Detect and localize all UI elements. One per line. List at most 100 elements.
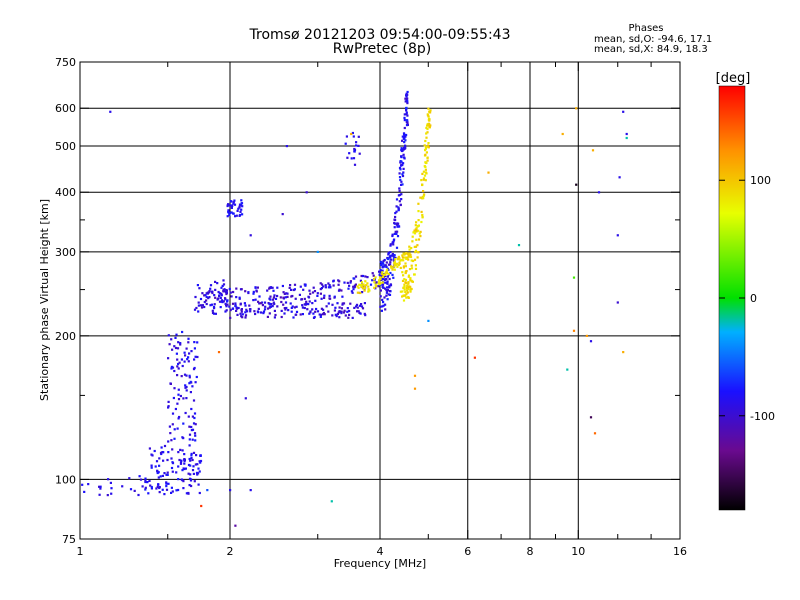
data-point — [158, 486, 161, 489]
data-point — [244, 314, 248, 317]
data-point — [405, 111, 408, 114]
data-point — [165, 473, 168, 476]
data-point — [427, 142, 430, 145]
data-point — [240, 310, 243, 313]
data-point — [389, 261, 392, 264]
data-point — [179, 461, 183, 464]
data-point — [382, 278, 385, 281]
data-point — [427, 144, 430, 147]
data-point — [380, 263, 383, 267]
data-point — [269, 286, 273, 289]
data-point — [423, 174, 427, 177]
data-point — [156, 485, 159, 488]
isolated-point — [413, 374, 417, 377]
data-point — [181, 330, 184, 334]
data-point — [363, 289, 366, 292]
data-point — [235, 287, 238, 290]
data-point — [311, 308, 314, 311]
data-point — [282, 303, 285, 306]
data-point — [400, 183, 403, 186]
data-point — [405, 124, 409, 127]
data-point — [144, 479, 147, 482]
data-point — [252, 290, 255, 293]
data-point — [393, 232, 396, 235]
data-point — [218, 300, 222, 303]
data-point — [360, 285, 363, 289]
data-point — [403, 126, 406, 130]
data-point — [389, 244, 392, 247]
data-point — [214, 296, 217, 299]
data-point — [161, 488, 164, 491]
data-point — [417, 210, 420, 213]
data-point — [188, 438, 191, 441]
data-point — [319, 282, 322, 285]
data-point — [141, 485, 144, 488]
data-point — [229, 291, 232, 294]
data-point — [232, 201, 235, 204]
data-point — [238, 296, 241, 299]
x-tick-label: 10 — [571, 545, 585, 558]
data-point — [401, 256, 404, 259]
isolated-point — [622, 351, 625, 354]
data-point — [385, 286, 389, 289]
data-point — [355, 303, 359, 306]
data-point — [211, 291, 214, 295]
data-point — [168, 343, 171, 346]
data-point — [235, 309, 238, 312]
data-point — [327, 310, 330, 313]
data-point — [206, 292, 209, 295]
data-point — [303, 297, 306, 300]
data-point — [193, 308, 197, 311]
data-point — [402, 274, 405, 277]
data-point — [248, 304, 251, 307]
data-point — [407, 296, 410, 299]
data-point — [295, 313, 298, 316]
colorbar-tick-label: -100 — [750, 410, 775, 423]
data-point — [207, 297, 210, 300]
data-point — [427, 146, 430, 149]
data-point — [188, 425, 191, 428]
data-point — [386, 268, 389, 271]
data-point — [360, 284, 363, 287]
data-point — [201, 304, 204, 307]
data-point — [412, 231, 415, 234]
y-tick-label: 200 — [55, 330, 76, 343]
data-point — [213, 303, 216, 306]
data-point — [374, 281, 377, 284]
data-point — [422, 190, 425, 193]
data-point — [373, 286, 376, 289]
data-point — [331, 303, 334, 306]
data-point — [382, 273, 385, 277]
data-point — [386, 271, 389, 274]
data-point — [379, 260, 382, 263]
data-point — [397, 209, 400, 212]
data-point — [192, 472, 195, 475]
data-point — [214, 312, 217, 315]
data-points — [81, 90, 628, 527]
data-point — [361, 307, 365, 310]
data-point — [404, 262, 407, 265]
colorbar-tick-label: 100 — [750, 174, 771, 187]
data-point — [98, 493, 101, 496]
data-point — [255, 290, 258, 293]
x-tick-label: 1 — [77, 545, 84, 558]
data-point — [129, 488, 133, 491]
data-point — [177, 388, 180, 391]
data-point — [422, 197, 425, 200]
data-point — [353, 150, 356, 153]
data-point — [405, 296, 408, 299]
data-point — [401, 254, 404, 257]
data-point — [361, 291, 364, 294]
data-point — [338, 288, 341, 291]
data-point — [406, 114, 409, 117]
data-point — [229, 211, 232, 214]
data-point — [391, 234, 394, 238]
data-point — [316, 292, 319, 295]
data-point — [244, 316, 247, 319]
data-point — [189, 459, 192, 462]
data-point — [405, 109, 408, 112]
data-point — [337, 311, 340, 314]
data-point — [415, 238, 418, 241]
data-point — [203, 305, 206, 309]
